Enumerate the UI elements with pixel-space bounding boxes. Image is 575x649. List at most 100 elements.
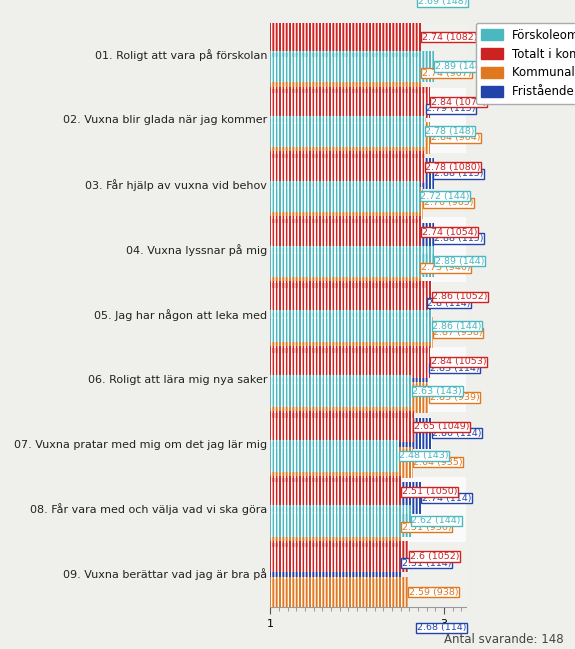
Bar xyxy=(270,151,425,183)
Bar xyxy=(270,93,426,125)
Text: 09. Vuxna berättar vad jag är bra på: 09. Vuxna berättar vad jag är bra på xyxy=(63,569,267,580)
Bar xyxy=(270,382,430,413)
Bar xyxy=(270,375,412,407)
Text: 2.51 (1050): 2.51 (1050) xyxy=(402,487,457,496)
Text: 2.78 (148): 2.78 (148) xyxy=(426,127,475,136)
Text: 2.74 (967): 2.74 (967) xyxy=(422,69,472,77)
Bar xyxy=(270,223,434,254)
Bar xyxy=(270,447,413,478)
Bar xyxy=(270,23,466,88)
Text: 2.63 (143): 2.63 (143) xyxy=(412,387,462,395)
Bar xyxy=(270,51,435,82)
Text: 2.89 (148): 2.89 (148) xyxy=(435,62,484,71)
Bar xyxy=(270,288,427,319)
Bar xyxy=(270,542,466,607)
Bar xyxy=(270,417,432,449)
Bar xyxy=(270,505,411,537)
Bar xyxy=(270,347,466,412)
Bar xyxy=(270,412,466,477)
Text: 2.84 (1079): 2.84 (1079) xyxy=(431,98,486,106)
Bar xyxy=(270,505,411,537)
Text: 02. Vuxna blir glada när jag kommer: 02. Vuxna blir glada när jag kommer xyxy=(63,115,267,125)
Bar xyxy=(270,476,401,508)
Bar xyxy=(270,88,466,153)
Text: 2.84 (964): 2.84 (964) xyxy=(431,134,480,142)
Bar xyxy=(270,245,435,277)
Bar xyxy=(270,151,425,183)
Bar xyxy=(270,476,401,508)
Bar xyxy=(270,482,421,514)
Text: 03. Får hjälp av vuxna vid behov: 03. Får hjälp av vuxna vid behov xyxy=(86,179,267,191)
Bar xyxy=(270,86,430,118)
Text: 2.74 (1082): 2.74 (1082) xyxy=(422,33,477,42)
Bar xyxy=(270,482,421,514)
Bar xyxy=(270,187,423,219)
Bar xyxy=(270,21,421,53)
Text: 2.6 (1052): 2.6 (1052) xyxy=(410,552,459,561)
Bar xyxy=(270,252,420,284)
Text: 07. Vuxna pratar med mig om det jag lär mig: 07. Vuxna pratar med mig om det jag lär … xyxy=(14,439,267,450)
Text: 2.48 (143): 2.48 (143) xyxy=(399,452,449,460)
Text: 2.51 (936): 2.51 (936) xyxy=(402,523,451,532)
Text: 06. Roligt att lära mig nya saker: 06. Roligt att lära mig nya saker xyxy=(88,374,267,385)
Bar xyxy=(270,153,466,217)
Bar xyxy=(270,216,421,248)
Text: 2.74 (114): 2.74 (114) xyxy=(422,494,472,502)
Text: 2.76 (965): 2.76 (965) xyxy=(424,199,473,207)
Bar xyxy=(270,158,434,190)
Bar xyxy=(270,440,399,472)
Text: 2.83 (939): 2.83 (939) xyxy=(430,393,480,402)
Text: 05. Jag har någon att leka med: 05. Jag har någon att leka med xyxy=(94,309,267,321)
Text: 2.69 (148): 2.69 (148) xyxy=(417,0,467,6)
Text: 2.86 (1052): 2.86 (1052) xyxy=(432,293,488,301)
Text: 2.72 (144): 2.72 (144) xyxy=(420,192,470,201)
Bar xyxy=(270,447,413,478)
Bar xyxy=(270,576,408,608)
Bar xyxy=(270,122,430,154)
Bar xyxy=(270,158,434,190)
Bar xyxy=(270,93,426,125)
Bar xyxy=(270,57,421,89)
Text: 2.51 (114): 2.51 (114) xyxy=(402,559,451,567)
Bar xyxy=(270,317,433,349)
Bar xyxy=(270,411,413,443)
Bar xyxy=(270,180,420,212)
Text: 2.74 (1054): 2.74 (1054) xyxy=(422,228,477,236)
Text: 2.88 (115): 2.88 (115) xyxy=(434,234,484,243)
Bar xyxy=(270,282,466,347)
Bar xyxy=(270,180,420,212)
Text: 2.88 (115): 2.88 (115) xyxy=(434,169,484,178)
Text: 2.73 (940): 2.73 (940) xyxy=(421,263,470,272)
Bar xyxy=(270,511,401,543)
Bar xyxy=(270,310,432,342)
Text: 2.62 (144): 2.62 (144) xyxy=(412,517,461,525)
Text: 2.64 (935): 2.64 (935) xyxy=(413,458,463,467)
Bar xyxy=(270,411,413,443)
Text: 2.68 (114): 2.68 (114) xyxy=(417,624,466,632)
Text: 01. Roligt att vara på förskolan: 01. Roligt att vara på förskolan xyxy=(95,49,267,61)
Bar xyxy=(270,417,432,449)
Text: 08. Får vara med och välja vad vi ska göra: 08. Får vara med och välja vad vi ska gö… xyxy=(30,504,267,515)
Text: 2.65 (1049): 2.65 (1049) xyxy=(414,422,470,431)
Bar xyxy=(270,541,409,572)
Bar xyxy=(270,346,430,378)
Bar xyxy=(270,352,430,384)
Text: Antal svarande: 148: Antal svarande: 148 xyxy=(444,633,564,646)
Text: 2.8 (114): 2.8 (114) xyxy=(427,299,470,308)
Text: 04. Vuxna lyssnar på mig: 04. Vuxna lyssnar på mig xyxy=(126,244,267,256)
Bar xyxy=(270,116,425,147)
Bar xyxy=(270,223,434,254)
Bar xyxy=(270,440,399,472)
Bar xyxy=(270,281,432,313)
Bar xyxy=(270,612,416,644)
Bar xyxy=(270,187,423,219)
Bar xyxy=(270,122,430,154)
Bar xyxy=(270,547,401,579)
Bar xyxy=(270,245,435,277)
Bar xyxy=(270,51,435,82)
Text: 2.78 (1080): 2.78 (1080) xyxy=(426,163,481,171)
Bar xyxy=(270,477,466,542)
Bar xyxy=(270,21,421,53)
Bar xyxy=(270,0,417,18)
Text: 2.89 (144): 2.89 (144) xyxy=(435,257,484,265)
